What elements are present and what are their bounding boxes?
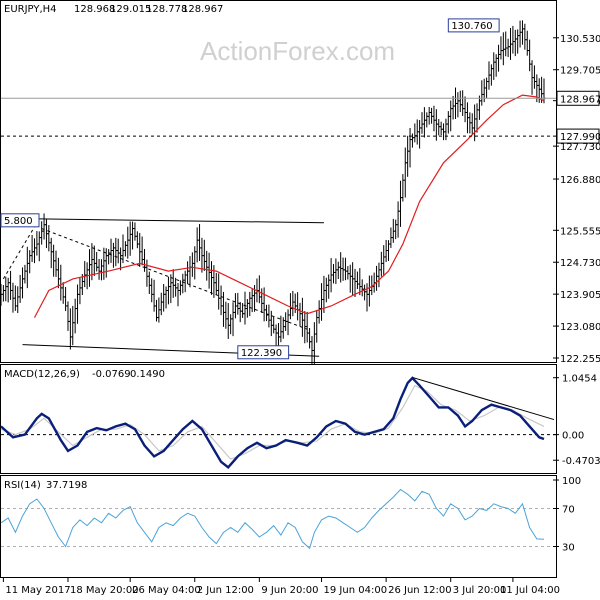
price-trendline: [41, 228, 308, 330]
watermark: ActionForex.com: [200, 36, 395, 66]
macd-panel-frame: [0, 364, 557, 474]
price-panel-frame: [0, 0, 557, 363]
price-tick-label: 122.255: [560, 354, 600, 365]
rsi-tick-label: 30: [562, 543, 575, 554]
rsi-ticks: 100 70 30: [1, 476, 581, 554]
price-tick-label: 129.705: [560, 66, 600, 77]
price-ticks: 130.530129.705128.905127.730126.880125.5…: [553, 34, 600, 365]
macd-trendline: [412, 376, 555, 421]
x-tick-label: 18 May 20:00: [70, 585, 139, 596]
price-bars: [0, 20, 546, 368]
price-tick-label: 125.555: [560, 226, 600, 237]
price-tick-label: 130.530: [560, 34, 600, 45]
price-annotations: 127.990 128.967 130.760 122.390 5.800: [0, 18, 600, 360]
left-label: 5.800: [4, 216, 33, 227]
price-trendline: [39, 218, 324, 224]
ohlc-close: 128.967: [182, 4, 223, 15]
rsi-line: [0, 488, 545, 550]
macd-tick-label: -0.4703: [562, 456, 600, 467]
x-tick-label: 19 Jun 04:00: [324, 585, 388, 596]
x-tick-label: 26 May 04:00: [132, 585, 201, 596]
macd-series: [0, 376, 555, 469]
rsi-panel: 100 70 30 RSI(14) 37.7198: [0, 475, 581, 578]
rsi-tick-label: 70: [562, 505, 575, 516]
macd-tick-label: 1.0454: [562, 374, 597, 385]
price-tick-label: 124.730: [560, 258, 600, 269]
ohlc-high: 129.015: [110, 4, 151, 15]
x-tick-label: 9 Jun 20:00: [261, 585, 318, 596]
macd-title: MACD(12,26,9): [4, 369, 80, 380]
ohlc-low: 128.778: [146, 4, 187, 15]
macd-signal-value: 0.1490: [130, 369, 165, 380]
current-price-box: [556, 90, 600, 106]
macd-ticks: 1.0454 0.00 -0.4703: [1, 374, 600, 467]
current-price-label: 128.967: [560, 94, 600, 105]
rsi-title: RSI(14): [4, 480, 41, 491]
price-panel: ActionForex.com 130.530129.705128.905127…: [0, 0, 600, 368]
rsi-panel-frame: [0, 475, 557, 578]
price-tick-label: 126.880: [560, 175, 600, 186]
price-tick-label: 127.730: [560, 142, 600, 153]
level-label: 127.990: [560, 132, 600, 143]
price-title: EURJPY,H4: [4, 4, 57, 15]
x-tick-label: 11 May 2017: [5, 585, 70, 596]
rsi-series: [0, 488, 545, 550]
high-label: 130.760: [451, 21, 492, 32]
macd-value: -0.0769: [92, 369, 131, 380]
x-tick-label: 11 Jul 04:00: [500, 585, 560, 596]
price-tick-label: 123.080: [560, 322, 600, 333]
rsi-tick-label: 100: [562, 476, 581, 487]
rsi-value: 37.7198: [46, 480, 87, 491]
x-tick-label: 2 Jun 12:00: [197, 585, 254, 596]
ohlc-open: 128.968: [74, 4, 115, 15]
moving-average-line: [33, 94, 545, 318]
x-tick-label: 3 Jul 20:00: [453, 585, 507, 596]
left-label-box: [0, 213, 40, 228]
macd-line: [0, 376, 545, 469]
price-tick-label: 123.905: [560, 290, 600, 301]
macd-tick-label: 0.00: [562, 431, 584, 442]
high-label-box: [447, 18, 500, 33]
low-label-box: [237, 345, 290, 360]
level-label-box: [556, 128, 600, 144]
low-label: 122.390: [241, 348, 282, 359]
x-tick-label: 26 Jun 12:00: [388, 585, 452, 596]
